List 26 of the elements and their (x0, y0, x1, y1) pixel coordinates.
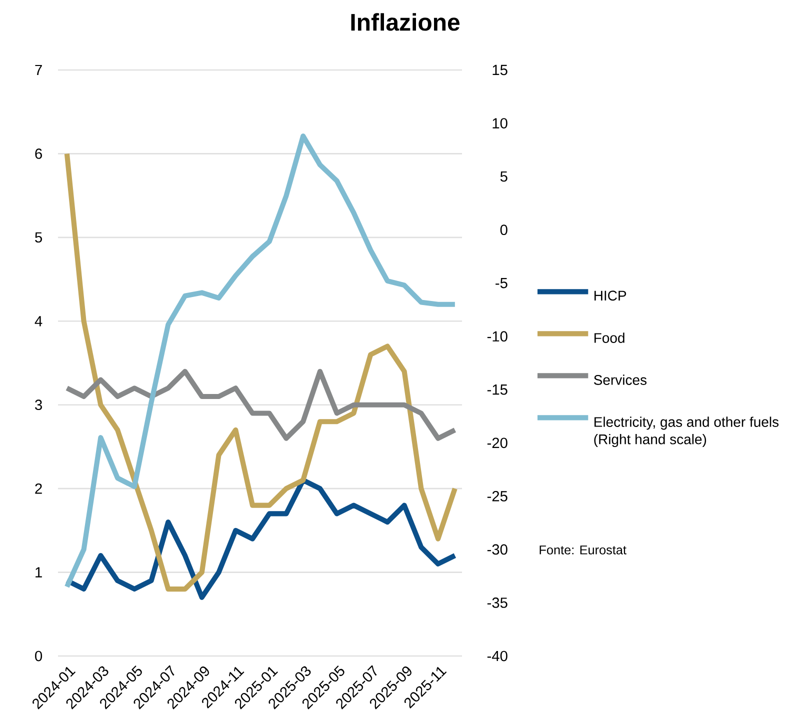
y2-tick-label: -20 (487, 438, 508, 448)
y2-tick-label: 5 (500, 171, 508, 182)
y2-tick-label: -25 (487, 491, 508, 502)
y2-tick-label: -5 (496, 278, 508, 288)
legend-label: HICP (594, 290, 626, 301)
y-tick-label: 3 (35, 400, 42, 410)
y-tick-label: 4 (34, 316, 42, 326)
y2-tick-label: -35 (487, 598, 508, 608)
legend-label: Electricity, gas and other fuels (Right hand scale) (594, 416, 779, 448)
y-tick-label: 2 (35, 483, 42, 494)
y2-tick-label: -15 (487, 384, 508, 395)
y-tick-label: 7 (35, 64, 42, 76)
y2-tick-label: -40 (487, 650, 508, 662)
y2-tick-label: -10 (487, 331, 508, 342)
chart-title: Inflazione (351, 13, 460, 31)
source-note: Fonte: Eurostat (540, 546, 626, 554)
y2-tick-label: -30 (487, 544, 508, 555)
legend-label: Food (594, 332, 624, 343)
y2-tick-label: 15 (492, 64, 508, 76)
y-tick-label: 0 (35, 650, 42, 662)
y-tick-label: 1 (36, 567, 42, 578)
y2-tick-label: 10 (492, 118, 508, 128)
y-tick-label: 5 (35, 232, 42, 243)
y-tick-label: 6 (35, 148, 42, 159)
legend-label: Services (594, 374, 647, 385)
y2-tick-label: 0 (500, 224, 508, 236)
